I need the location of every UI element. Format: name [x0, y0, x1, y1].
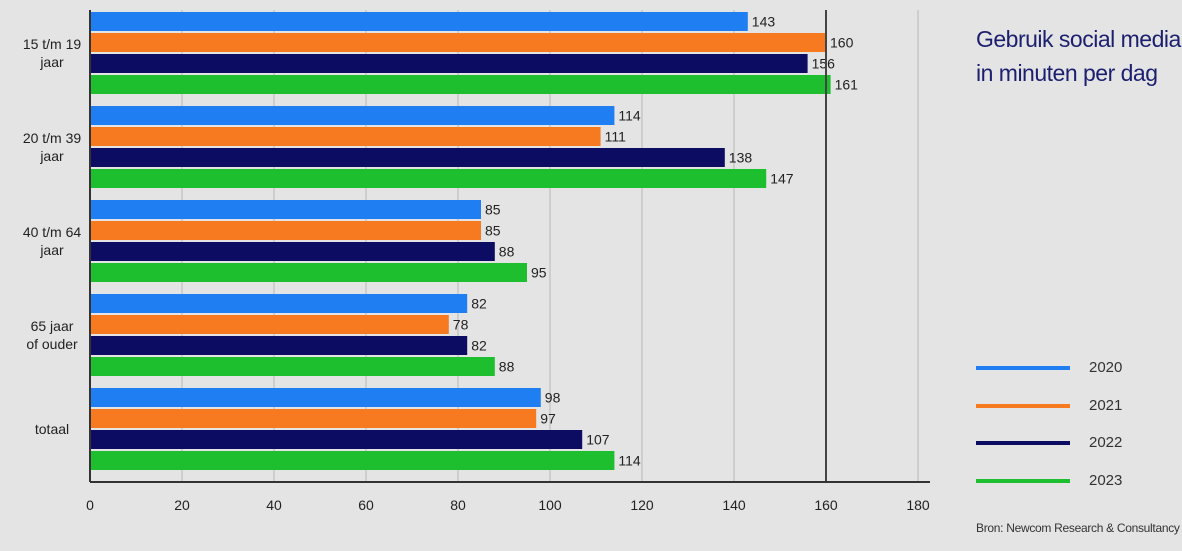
- bar: [90, 357, 495, 376]
- data-label: 111: [605, 129, 626, 145]
- category-label: of ouder: [26, 336, 78, 352]
- chart-title: Gebruik social media in minuten per dag: [976, 22, 1181, 90]
- chart-title-line-2: in minuten per dag: [976, 60, 1158, 86]
- bar: [90, 294, 468, 313]
- x-tick-label: 120: [630, 497, 654, 513]
- legend-label: 2021: [1089, 397, 1123, 414]
- x-tick-label: 100: [538, 497, 562, 513]
- x-tick-label: 40: [266, 497, 282, 513]
- legend-label: 2023: [1089, 472, 1123, 489]
- x-tick-label: 140: [722, 497, 746, 513]
- legend-swatch: [976, 366, 1070, 370]
- x-tick-label: 20: [174, 497, 190, 513]
- legend-item-2022: 2022: [976, 429, 1176, 459]
- x-tick-label: 0: [86, 497, 94, 513]
- bar: [90, 451, 615, 470]
- data-label: 85: [485, 202, 501, 218]
- bar: [90, 263, 527, 282]
- data-label: 161: [835, 77, 859, 93]
- category-label: totaal: [35, 421, 69, 437]
- x-tick-label: 160: [814, 497, 838, 513]
- bar: [90, 106, 615, 125]
- category-label: 15 t/m 19: [23, 36, 82, 52]
- category-label: jaar: [39, 242, 64, 258]
- source-note: Bron: Newcom Research & Consultancy: [976, 521, 1180, 535]
- x-tick-label: 60: [358, 497, 374, 513]
- data-label: 88: [499, 244, 515, 260]
- bar: [90, 169, 767, 188]
- data-label: 107: [586, 432, 610, 448]
- bar: [90, 200, 481, 219]
- data-label: 114: [618, 453, 641, 469]
- data-label: 138: [729, 150, 753, 166]
- category-label: 65 jaar: [31, 318, 74, 334]
- data-label: 147: [770, 171, 794, 187]
- data-label: 98: [545, 390, 561, 406]
- bar: [90, 242, 495, 261]
- data-label: 82: [471, 296, 487, 312]
- category-label: jaar: [39, 54, 64, 70]
- legend-label: 2020: [1089, 359, 1123, 376]
- x-tick-label: 80: [450, 497, 466, 513]
- bar: [90, 54, 808, 73]
- x-tick-label: 180: [906, 497, 930, 513]
- data-label: 78: [453, 317, 469, 333]
- data-label: 114: [618, 108, 641, 124]
- bar: [90, 430, 583, 449]
- data-label: 88: [499, 359, 515, 375]
- legend-label: 2022: [1089, 434, 1123, 451]
- data-label: 82: [471, 338, 487, 354]
- bar: [90, 221, 481, 240]
- legend-item-2021: 2021: [976, 392, 1176, 422]
- category-label: 20 t/m 39: [23, 130, 82, 146]
- bar: [90, 388, 541, 407]
- legend-swatch: [976, 404, 1070, 408]
- legend-item-2023: 2023: [976, 467, 1176, 497]
- bar: [90, 409, 537, 428]
- legend-item-2020: 2020: [976, 354, 1176, 384]
- bar: [90, 336, 468, 355]
- bar: [90, 12, 748, 31]
- data-label: 156: [812, 56, 836, 72]
- bar: [90, 33, 826, 52]
- legend-swatch: [976, 441, 1070, 445]
- bar: [90, 127, 601, 146]
- data-label: 95: [531, 265, 547, 281]
- bar: [90, 315, 449, 334]
- data-label: 97: [540, 411, 556, 427]
- category-label: jaar: [39, 148, 64, 164]
- category-label: 40 t/m 64: [23, 224, 82, 240]
- bar: [90, 148, 725, 167]
- chart-title-line-1: Gebruik social media: [976, 26, 1181, 52]
- data-label: 85: [485, 223, 501, 239]
- data-label: 143: [752, 14, 776, 30]
- bar: [90, 75, 831, 94]
- legend-swatch: [976, 479, 1070, 483]
- data-label: 160: [830, 35, 854, 51]
